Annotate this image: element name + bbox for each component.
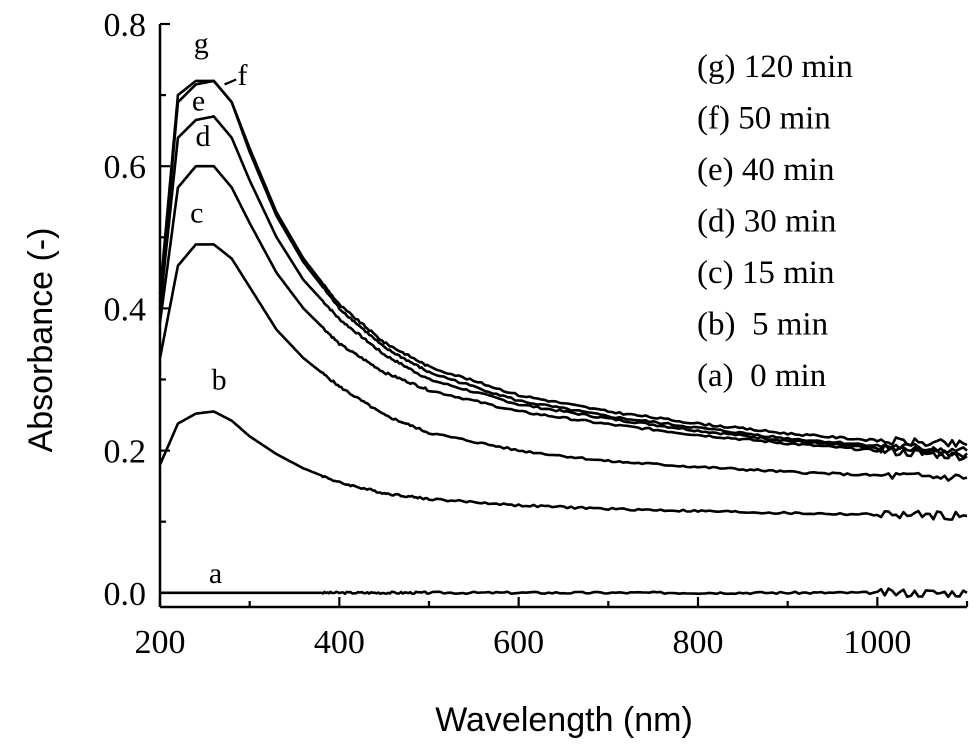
legend-entry: (e) 40 min [697,152,834,188]
y-axis-title: Absorbance (-) [22,228,60,453]
curve-label-g: g [194,27,209,60]
series-line-f [158,79,968,454]
legend-entry: (b) 5 min [697,307,828,343]
x-tick-label: 400 [314,624,365,661]
plot-frame [158,24,967,609]
series-layer [158,79,968,599]
curve-label-d: d [196,120,211,153]
series-line-c [158,243,968,482]
curve-label-f-leader [224,78,237,86]
curve-label-f: f [237,59,247,92]
y-tick-label: 0.0 [104,576,147,613]
y-tick-label: 0.4 [104,291,147,328]
x-tick-label: 800 [673,624,724,661]
curve-label-e: e [192,84,205,117]
legend-entry: (f) 50 min [697,101,831,137]
series-line-a [159,587,968,599]
legend-entry: (a) 0 min [697,358,826,394]
x-axis-title: Wavelength (nm) [435,701,693,739]
x-tick-label: 600 [493,624,544,661]
curve-label-b: b [212,363,227,396]
axis-ticks: 200 400 600 800 1000 0.0 0.2 0.4 0.6 0.8 [104,7,969,661]
series-line-g [158,79,968,448]
x-tick-label: 1000 [843,624,911,661]
legend-entry: (c) 15 min [697,255,834,291]
series-line-d [158,164,968,462]
curve-label-a: a [209,557,222,590]
series-line-b [158,410,968,521]
legend: (g) 120 min (f) 50 min (e) 40 min (d) 30 mi… [697,49,853,394]
y-tick-label: 0.6 [104,149,147,186]
x-tick-label: 200 [135,624,186,661]
series-line-e [158,115,968,459]
y-tick-label: 0.2 [104,434,147,471]
legend-entry: (d) 30 min [697,204,836,240]
legend-entry: (g) 120 min [697,49,853,85]
curve-label-c: c [190,196,203,229]
y-tick-label: 0.8 [104,7,147,44]
